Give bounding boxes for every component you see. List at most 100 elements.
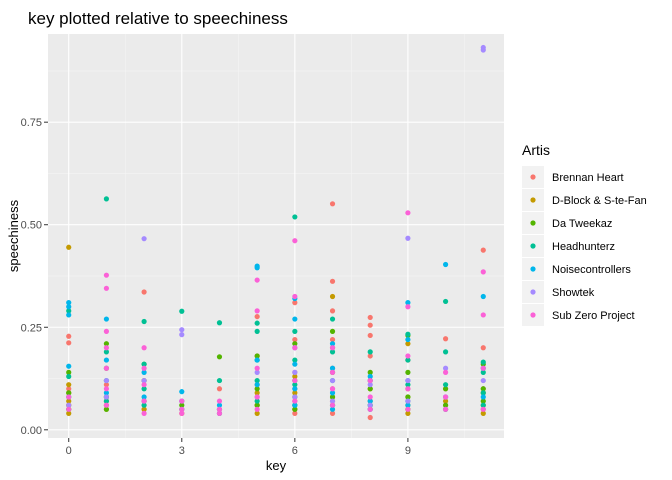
- data-point: [216, 406, 223, 412]
- data-points: [66, 44, 486, 421]
- data-point: [254, 328, 260, 334]
- data-point: [442, 402, 449, 408]
- data-point: [367, 377, 373, 384]
- data-point: [179, 410, 185, 416]
- data-point: [480, 359, 486, 365]
- data-point: [405, 331, 411, 337]
- data-point: [66, 382, 72, 388]
- data-point: [103, 390, 110, 396]
- data-point: [254, 394, 260, 400]
- data-point: [292, 341, 298, 347]
- data-point: [329, 349, 336, 355]
- x-axis-title: key: [266, 458, 287, 473]
- data-point: [405, 235, 411, 241]
- data-point: [254, 398, 260, 404]
- data-point: [66, 312, 72, 318]
- data-point: [103, 398, 110, 404]
- data-point: [480, 406, 486, 412]
- data-point: [480, 345, 486, 351]
- data-point: [292, 402, 298, 408]
- data-point: [405, 353, 411, 359]
- data-point: [442, 365, 449, 371]
- data-point: [254, 313, 260, 320]
- data-point: [103, 349, 110, 355]
- data-point: [329, 410, 336, 416]
- data-point: [66, 406, 72, 412]
- data-point: [329, 394, 336, 400]
- data-point: [480, 365, 486, 371]
- data-point: [442, 382, 449, 388]
- data-point: [480, 269, 486, 275]
- data-point: [66, 398, 72, 404]
- data-point: [66, 244, 72, 250]
- legend-key-dot: [530, 243, 536, 249]
- data-point: [292, 357, 298, 363]
- data-point: [103, 357, 110, 363]
- data-point: [367, 406, 373, 412]
- legend-label: Noisecontrollers: [552, 264, 631, 276]
- data-point: [367, 369, 373, 375]
- data-point: [254, 410, 260, 416]
- x-tick-label: 3: [179, 445, 185, 457]
- data-point: [292, 406, 298, 412]
- data-point: [103, 365, 110, 371]
- data-point: [367, 314, 373, 321]
- data-point: [254, 402, 260, 408]
- data-point: [367, 349, 373, 355]
- data-point: [405, 398, 411, 404]
- legend-label: Brennan Heart: [552, 172, 624, 184]
- data-point: [329, 390, 336, 396]
- data-point: [480, 394, 486, 400]
- data-point: [103, 196, 110, 202]
- data-point: [329, 308, 336, 314]
- y-tick-label: 0.75: [21, 117, 42, 129]
- data-point: [405, 410, 411, 416]
- data-point: [66, 373, 72, 380]
- data-point: [179, 308, 185, 314]
- data-point: [480, 247, 486, 253]
- legend-title: Artis: [522, 142, 550, 158]
- data-point: [103, 394, 110, 400]
- data-point: [480, 410, 486, 416]
- data-point: [141, 369, 147, 375]
- data-point: [141, 398, 147, 404]
- data-point: [442, 261, 449, 268]
- data-point: [179, 332, 185, 338]
- data-point: [442, 369, 449, 375]
- data-point: [329, 369, 336, 375]
- data-point: [292, 369, 298, 375]
- data-point: [141, 361, 147, 367]
- y-tick-label: 0.50: [21, 220, 42, 232]
- data-point: [66, 308, 72, 314]
- data-point: [66, 369, 72, 375]
- data-point: [141, 236, 147, 242]
- data-point: [405, 300, 411, 306]
- legend-label: Sub Zero Project: [552, 310, 635, 322]
- data-point: [66, 386, 72, 392]
- data-point: [329, 365, 336, 371]
- data-point: [480, 402, 486, 408]
- legend-key-dot: [530, 197, 536, 203]
- legend-label: D-Block & S-te-Fan: [552, 195, 647, 207]
- data-point: [103, 341, 110, 347]
- data-point: [367, 382, 373, 388]
- data-point: [66, 340, 72, 346]
- data-point: [329, 406, 336, 412]
- data-point: [480, 386, 486, 392]
- data-point: [179, 406, 185, 412]
- data-point: [329, 328, 336, 334]
- data-point: [405, 394, 411, 400]
- data-point: [480, 312, 486, 318]
- data-point: [216, 377, 223, 384]
- data-point: [329, 316, 336, 322]
- data-point: [103, 345, 110, 351]
- data-point: [442, 398, 449, 404]
- plot-panel: [48, 34, 504, 438]
- data-point: [141, 377, 147, 384]
- data-point: [292, 336, 298, 343]
- data-point: [292, 214, 298, 220]
- data-point: [367, 402, 373, 408]
- data-point: [480, 47, 486, 53]
- data-point: [141, 345, 147, 351]
